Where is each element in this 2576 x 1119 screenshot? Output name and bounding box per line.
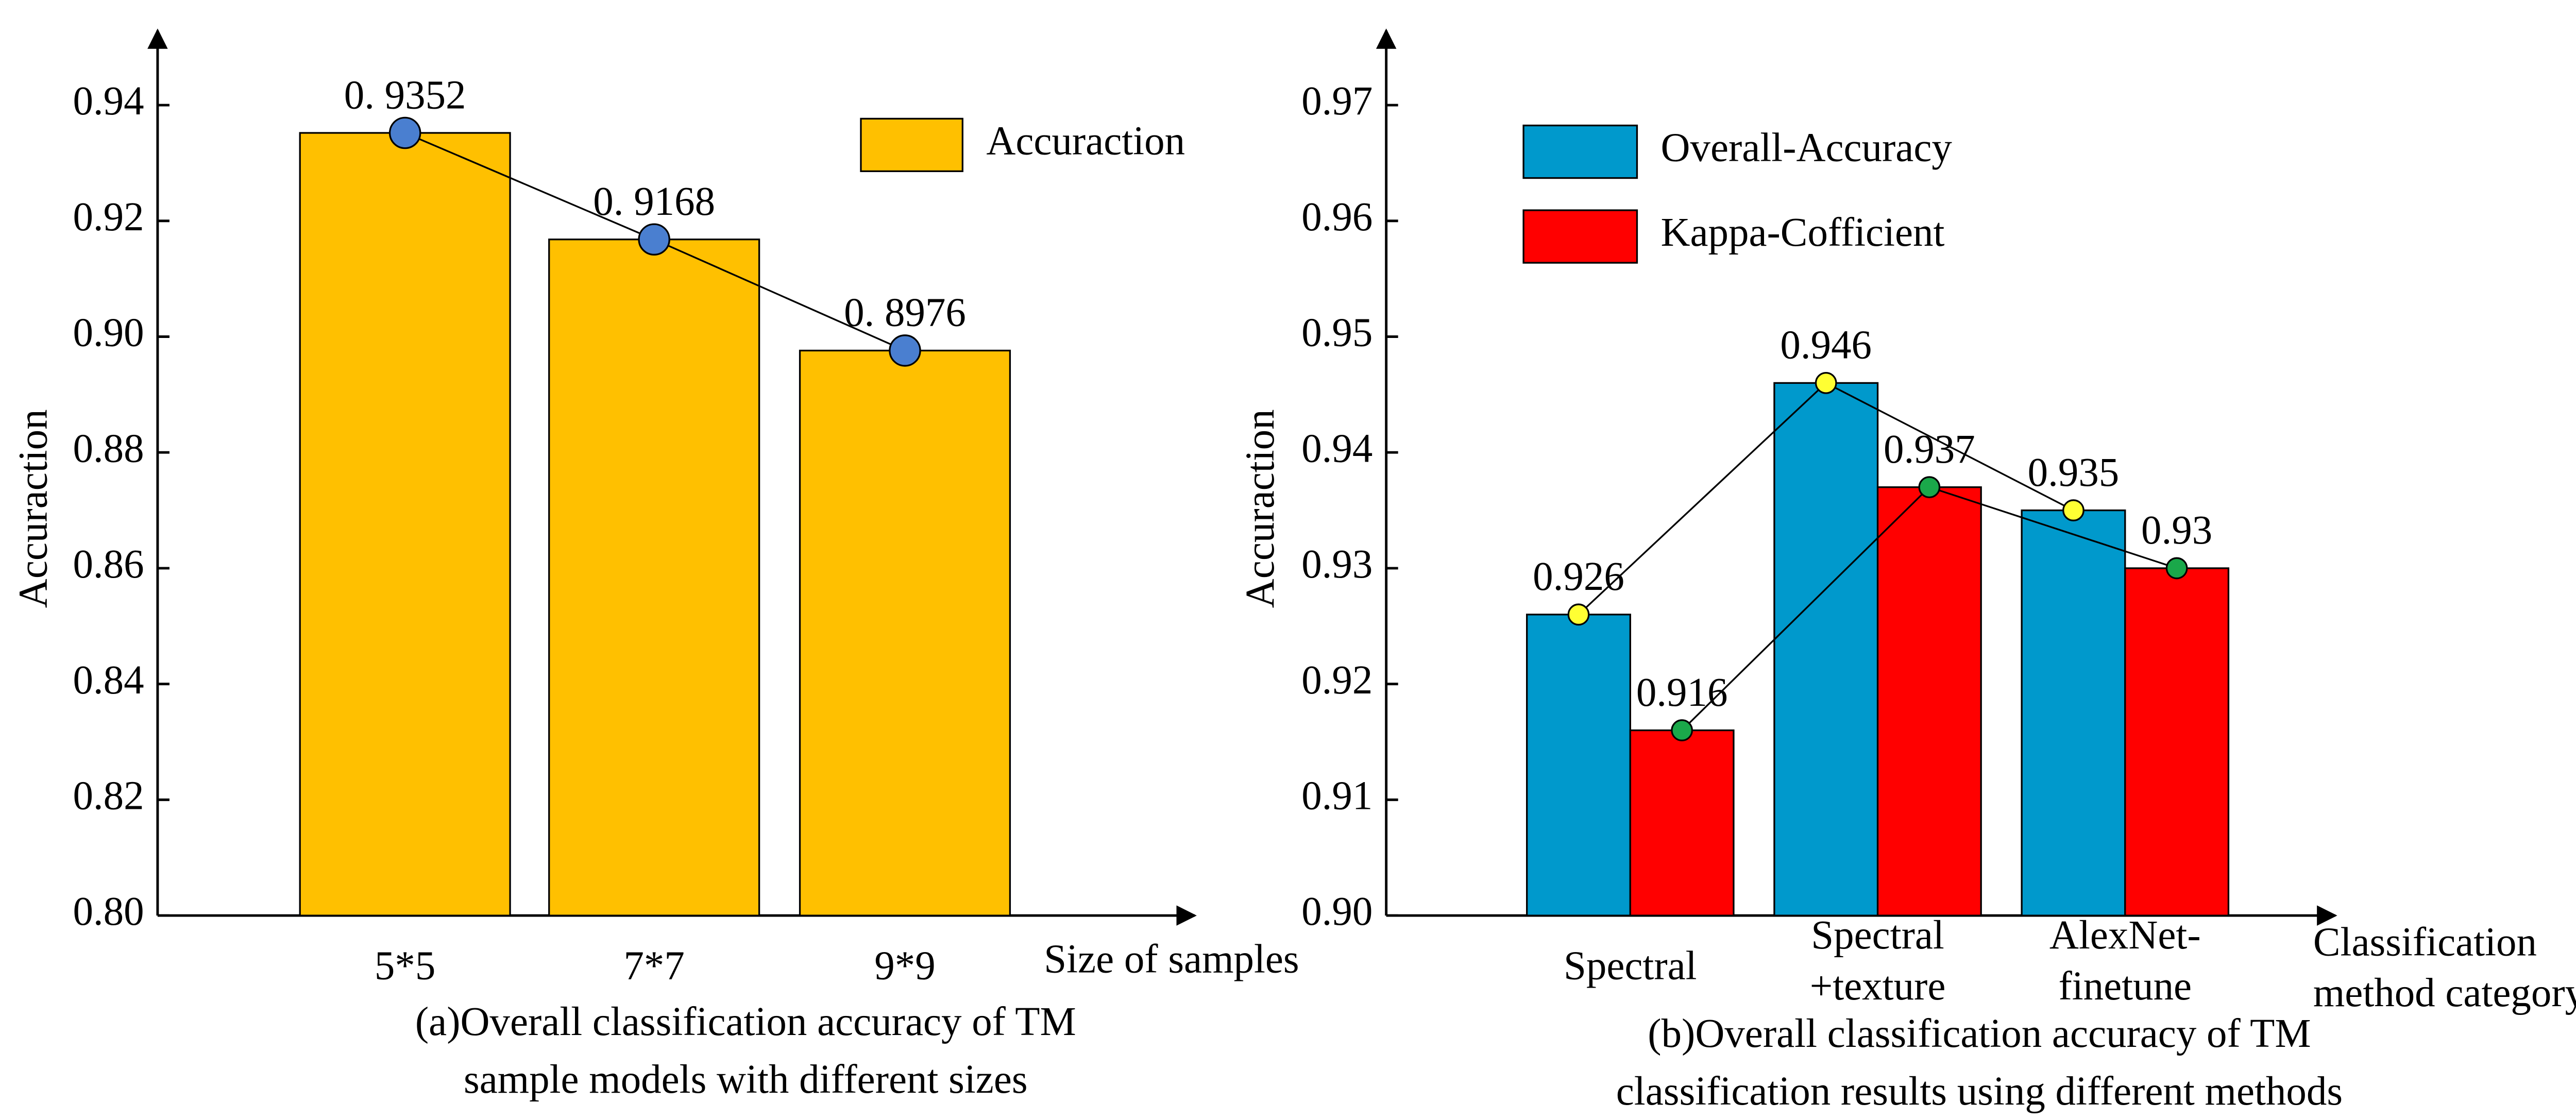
legend-swatch bbox=[860, 117, 963, 173]
marker bbox=[1918, 476, 1941, 499]
value-label: 0.937 bbox=[1884, 427, 1975, 472]
marker bbox=[388, 116, 421, 149]
y-tick-label: 0.94 bbox=[1301, 426, 1372, 471]
x-axis-label: Classification method category bbox=[2313, 920, 2576, 1015]
y-tick-label: 0.96 bbox=[1301, 195, 1372, 240]
y-tick-label: 0.88 bbox=[73, 426, 144, 471]
y-axis-label: Accuraction bbox=[11, 409, 56, 608]
marker bbox=[889, 334, 921, 367]
value-label: 0. 9352 bbox=[344, 73, 466, 117]
marker bbox=[1671, 719, 1693, 741]
marker bbox=[2165, 557, 2188, 580]
bar bbox=[548, 239, 760, 917]
y-tick-label: 0.94 bbox=[73, 79, 144, 124]
y-tick-label: 0.97 bbox=[1301, 79, 1372, 124]
y-axis-label: Accuraction bbox=[1238, 409, 1283, 608]
legend-label: Overall-Accuracy bbox=[1661, 126, 1953, 171]
bar bbox=[1773, 382, 1879, 917]
marker bbox=[638, 223, 670, 256]
x-tick-label: 5*5 bbox=[375, 944, 435, 989]
bar bbox=[1876, 486, 1982, 917]
y-tick-label: 0.90 bbox=[1301, 889, 1372, 934]
x-tick-label: 7*7 bbox=[623, 944, 684, 989]
value-label: 0.916 bbox=[1636, 670, 1728, 715]
x-tick-label: Spectral bbox=[1564, 944, 1697, 989]
bar bbox=[1526, 614, 1631, 917]
x-axis-label: Size of samples bbox=[1044, 937, 1299, 981]
marker bbox=[1567, 603, 1590, 626]
y-tick-label: 0.93 bbox=[1301, 542, 1372, 587]
legend-swatch bbox=[1522, 124, 1638, 179]
y-tick-label: 0.92 bbox=[73, 195, 144, 240]
x-tick-label: 9*9 bbox=[874, 944, 935, 989]
y-tick-label: 0.80 bbox=[73, 889, 144, 934]
marker bbox=[1815, 371, 1837, 394]
y-tick-label: 0.92 bbox=[1301, 658, 1372, 703]
y-tick-label: 0.84 bbox=[73, 658, 144, 703]
caption: classification results using different m… bbox=[1616, 1069, 2343, 1114]
y-tick-label: 0.90 bbox=[73, 311, 144, 355]
marker bbox=[2062, 499, 2084, 521]
value-label: 0.93 bbox=[2141, 508, 2212, 553]
y-tick-label: 0.95 bbox=[1301, 311, 1372, 355]
legend-label: Kappa-Cofficient bbox=[1661, 210, 1945, 255]
x-tick-label: Spectral +texture bbox=[1810, 913, 1946, 1009]
y-tick-label: 0.82 bbox=[73, 773, 144, 818]
value-label: 0.926 bbox=[1533, 554, 1624, 599]
y-tick-label: 0.86 bbox=[73, 542, 144, 587]
caption: (a)Overall classification accuracy of TM bbox=[415, 999, 1076, 1044]
legend-swatch bbox=[1522, 209, 1638, 264]
value-label: 0.935 bbox=[2028, 450, 2120, 495]
value-label: 0. 9168 bbox=[593, 179, 715, 224]
value-label: 0. 8976 bbox=[844, 291, 966, 335]
caption: (b)Overall classification accuracy of TM bbox=[1648, 1011, 2311, 1056]
bar bbox=[2124, 567, 2230, 917]
y-tick-label: 0.91 bbox=[1301, 773, 1372, 818]
bar bbox=[2021, 509, 2126, 917]
bar bbox=[799, 349, 1011, 917]
value-label: 0.946 bbox=[1780, 323, 1872, 368]
x-tick-label: AlexNet-finetune bbox=[2049, 913, 2201, 1009]
bar bbox=[299, 132, 511, 917]
legend-label: Accuraction bbox=[986, 118, 1185, 163]
caption: sample models with different sizes bbox=[464, 1057, 1028, 1102]
bar bbox=[1629, 729, 1735, 917]
